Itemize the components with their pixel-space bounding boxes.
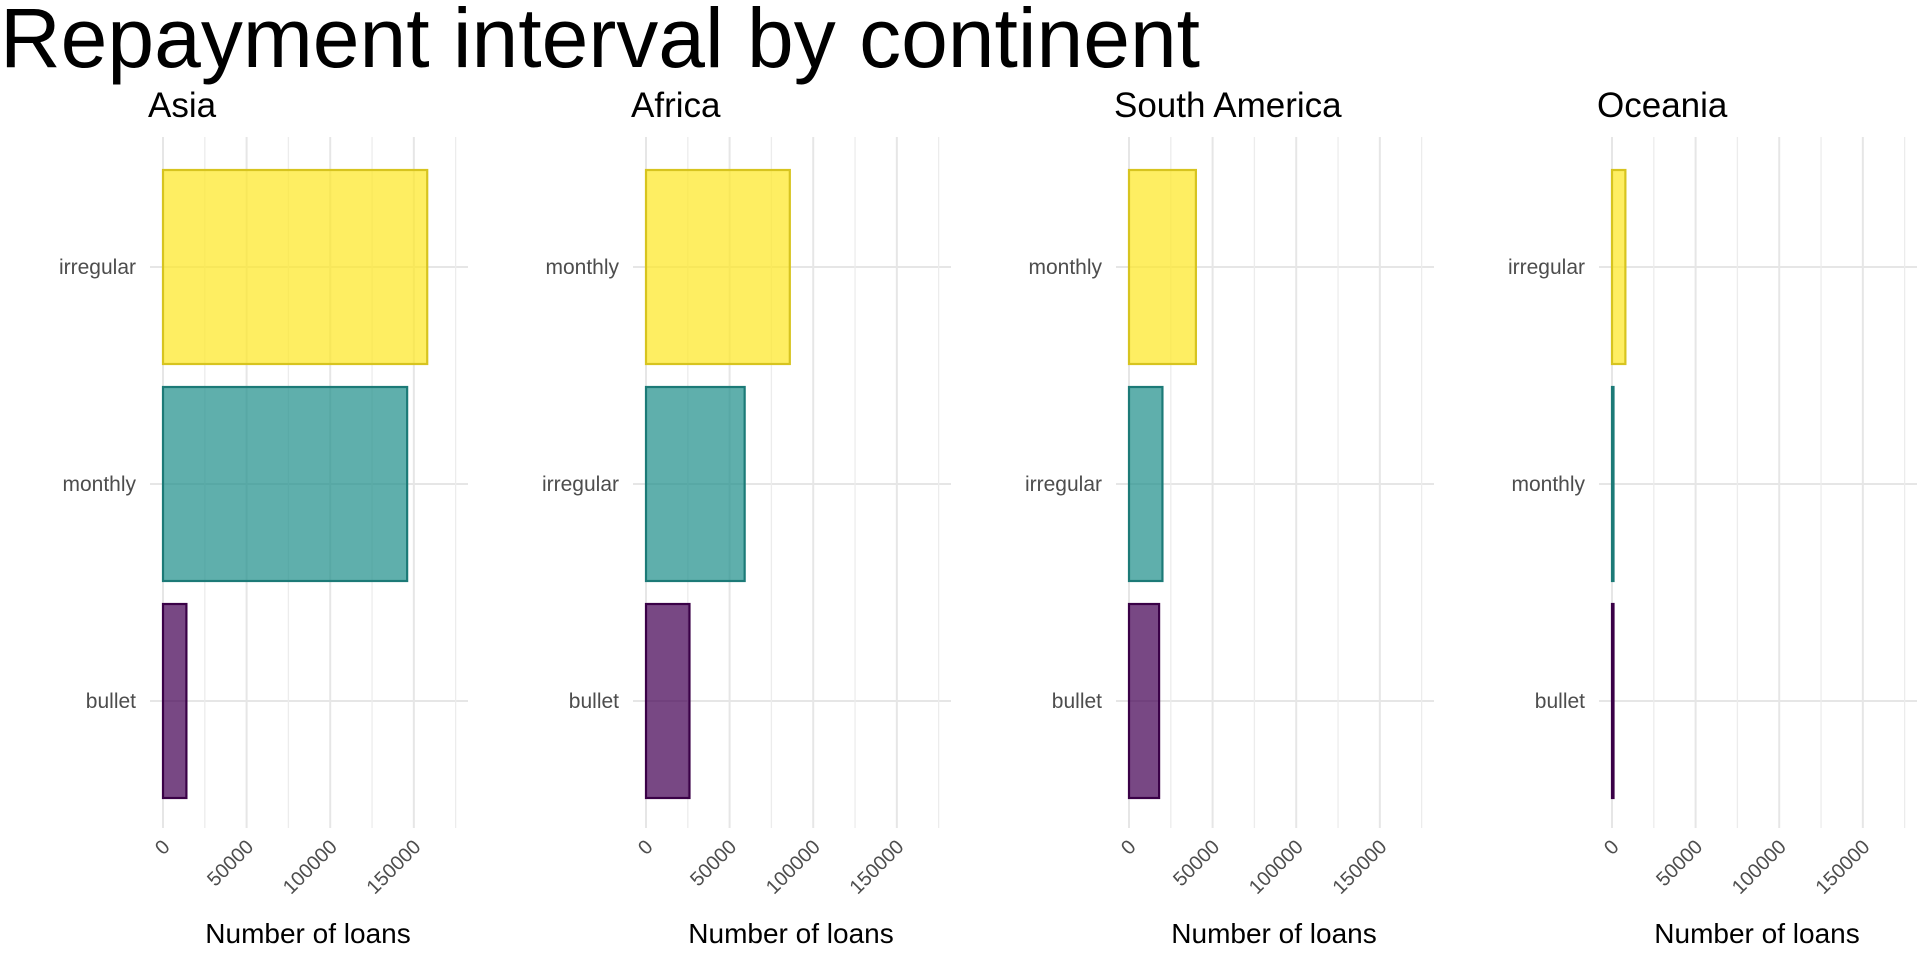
bar-bullet [1127,602,1161,800]
x-tick-label: 100000 [1245,836,1308,899]
x-tick-label: 150000 [846,836,909,899]
category-label-bullet: bullet [1535,690,1585,713]
category-label-monthly: monthly [62,473,136,496]
category-label-monthly: monthly [1028,256,1102,279]
category-label-irregular: irregular [1025,473,1102,496]
chart-title: Repayment interval by continent [0,0,1200,85]
bar-bullet [161,602,188,800]
facet-title-1: Africa [631,86,721,125]
x-axis-title: Number of loans [688,918,893,949]
x-axis-title: Number of loans [1654,918,1859,949]
category-label-bullet: bullet [1052,690,1102,713]
category-label-monthly: monthly [1511,473,1585,496]
category-label-irregular: irregular [542,473,619,496]
bar-monthly [644,168,791,366]
x-tick-label: 0 [151,836,174,859]
bar-irregular [1610,168,1627,366]
x-axis-title: Number of loans [1171,918,1376,949]
facet-title-2: South America [1114,86,1342,125]
x-tick-label: 50000 [1169,836,1224,891]
x-tick-label: 50000 [1652,836,1707,891]
bar-irregular [161,168,429,366]
x-tick-label: 100000 [279,836,342,899]
category-label-bullet: bullet [86,690,136,713]
x-tick-label: 150000 [363,836,426,899]
facet-title-3: Oceania [1597,86,1728,125]
x-tick-label: 100000 [1728,836,1791,899]
x-tick-label: 150000 [1812,836,1875,899]
x-tick-label: 0 [634,836,657,859]
category-label-monthly: monthly [545,256,619,279]
category-label-irregular: irregular [59,256,136,279]
x-tick-label: 150000 [1329,836,1392,899]
x-tick-label: 50000 [686,836,741,891]
facet-title-0: Asia [148,86,217,125]
x-tick-label: 0 [1600,836,1623,859]
bar-bullet [644,602,691,800]
bar-monthly [161,385,409,583]
x-tick-label: 100000 [762,836,825,899]
category-label-bullet: bullet [569,690,619,713]
x-tick-label: 50000 [203,836,258,891]
bar-bullet [1610,602,1615,800]
bar-monthly [1127,168,1197,366]
bar-irregular [1127,385,1164,583]
bar-monthly [1610,385,1615,583]
x-axis-title: Number of loans [205,918,410,949]
bar-irregular [644,385,746,583]
x-tick-label: 0 [1117,836,1140,859]
category-label-irregular: irregular [1508,256,1585,279]
